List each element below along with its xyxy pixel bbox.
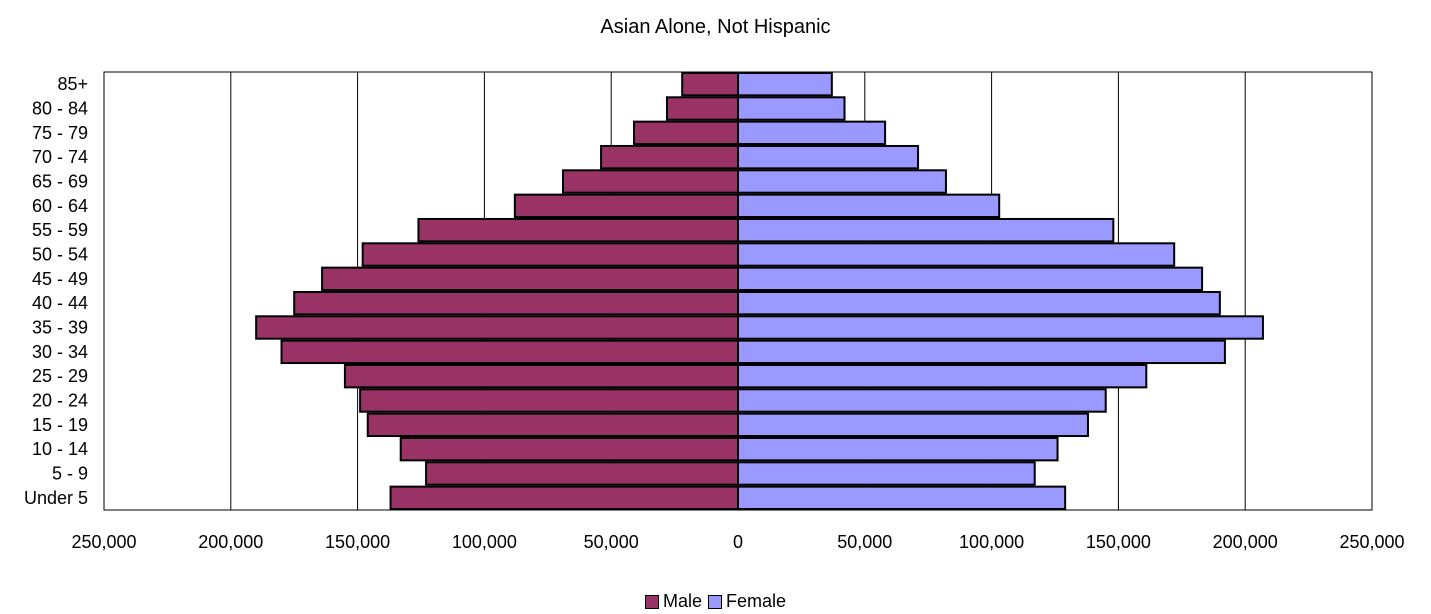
y-tick-label: 30 - 34 [32,342,88,362]
legend-swatch-male [644,594,659,609]
bar-female [737,461,1036,486]
bar-female [737,71,833,97]
legend-label-male: Male [662,591,702,611]
y-tick-label: 35 - 39 [32,318,88,338]
y-tick-label: 10 - 14 [32,439,88,459]
bar-male [425,461,739,486]
y-tick-label: 60 - 64 [32,196,88,216]
bar-male [600,144,740,170]
bar-female [737,217,1115,243]
y-tick-label: 40 - 44 [32,293,88,313]
legend-item-male: Male [644,591,702,612]
y-tick-label: 15 - 19 [32,415,88,435]
bar-female [737,193,1001,219]
bar-male [562,169,739,194]
x-tick-label: 50,000 [584,532,639,552]
y-tick-label: 75 - 79 [32,123,88,143]
y-tick-label: 25 - 29 [32,366,88,386]
bar-female [737,242,1176,267]
legend-item-female: Female [707,591,787,612]
chart-title: Asian Alone, Not Hispanic [600,16,831,38]
bar-female [737,144,920,170]
y-tick-label: 45 - 49 [32,269,88,289]
bar-female [737,290,1221,316]
bar-female [737,436,1059,462]
x-tick-label: 0 [733,532,743,552]
x-tick-label: 200,000 [198,532,263,552]
bar-female [737,363,1148,389]
bar-male [417,217,739,243]
bar-male [633,120,739,146]
bar-male [513,193,739,219]
bar-female [737,388,1107,413]
x-tick-label: 50,000 [837,532,892,552]
y-tick-label: 85+ [57,74,88,94]
legend-swatch-female [707,594,722,609]
y-tick-label: 5 - 9 [52,464,88,484]
bar-female [737,412,1089,438]
x-tick-label: 250,000 [1339,532,1404,552]
y-tick-label: 55 - 59 [32,220,88,240]
bar-male [343,363,739,389]
x-tick-label: 100,000 [959,532,1024,552]
x-tick-label: 100,000 [452,532,517,552]
x-tick-label: 150,000 [1086,532,1151,552]
bar-male [665,96,740,121]
x-tick-label: 200,000 [1213,532,1278,552]
bar-male [399,436,739,462]
bar-male [361,242,739,267]
bar-female [737,96,846,121]
bar-male [366,412,739,438]
bar-male [293,290,739,316]
bar-female [737,339,1226,365]
legend: Male Female [0,591,1431,612]
bar-female [737,266,1204,292]
bar-male [359,388,739,413]
y-tick-label: 20 - 24 [32,391,88,411]
bar-female [737,120,887,146]
bar-male [321,266,739,292]
bar-female [737,485,1067,511]
y-tick-label: 50 - 54 [32,245,88,265]
y-tick-label: 65 - 69 [32,172,88,192]
x-tick-label: 150,000 [325,532,390,552]
legend-label-female: Female [725,591,787,611]
y-tick-label: Under 5 [24,488,88,508]
y-tick-label: 70 - 74 [32,147,88,167]
y-tick-label: 80 - 84 [32,99,88,119]
bar-female [737,169,947,194]
bar-male [255,315,739,340]
x-tick-label: 250,000 [71,532,136,552]
bar-female [737,315,1264,340]
bar-male [280,339,739,365]
bar-male [681,71,740,97]
bar-male [389,485,739,511]
